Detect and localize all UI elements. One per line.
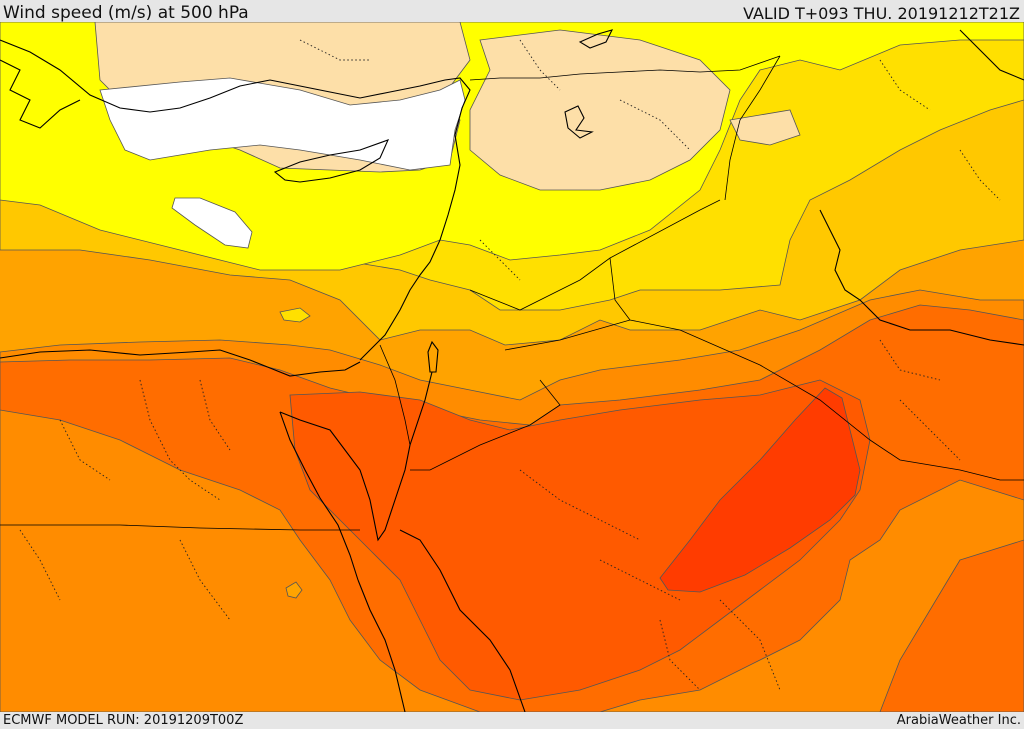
- band-white-small: [171, 197, 253, 249]
- coast-persian-gulf: [819, 209, 1024, 346]
- border-saudi-jordan-south: [410, 379, 561, 471]
- admin-boundaries: [19, 39, 1001, 691]
- map-title: Wind speed (m/s) at 500 hPa: [3, 3, 249, 23]
- wind-speed-map: [0, 22, 1024, 712]
- coast-caspian-lake: [564, 105, 594, 139]
- coast-egypt-north: [0, 349, 361, 377]
- band-orange-island: [285, 581, 303, 599]
- header-bar: Wind speed (m/s) at 500 hPa VALID T+093 …: [0, 0, 1024, 23]
- border-egypt-sudan: [0, 524, 360, 531]
- credit-label: ArabiaWeather Inc.: [896, 713, 1021, 728]
- coast-sinai: [279, 371, 433, 542]
- coast-cyprus: [273, 139, 390, 183]
- coast-levant: [359, 134, 461, 361]
- coast-red-sea-west: [357, 579, 406, 712]
- coast-iran-lake: [959, 29, 1024, 81]
- valid-time: VALID T+093 THU. 20191212T21Z: [743, 4, 1020, 23]
- coast-turkey: [0, 39, 471, 136]
- band-red-orange: [289, 379, 871, 701]
- border-jordan-iraq: [609, 257, 631, 321]
- model-run-label: ECMWF MODEL RUN: 20191209T00Z: [3, 713, 244, 728]
- coast-red-sea-east: [399, 529, 526, 712]
- band-gold-island: [279, 307, 311, 323]
- border-jordan-saudi: [504, 319, 1024, 481]
- coast-dead-sea: [427, 340, 439, 373]
- coast-aegean: [0, 59, 81, 129]
- band-orange-dark-se: [879, 539, 1024, 712]
- band-white: [99, 77, 466, 171]
- band-tan-ne: [729, 109, 801, 146]
- coast-gulf-suez: [279, 411, 359, 581]
- border-iraq-iran: [724, 55, 781, 201]
- band-red: [659, 387, 861, 593]
- footer-bar: ECMWF MODEL RUN: 20191209T00Z ArabiaWeat…: [0, 712, 1024, 729]
- border-egypt-israel: [379, 344, 411, 446]
- coast-lake-van: [578, 29, 614, 49]
- border-syria-iraq: [469, 199, 721, 311]
- border-turkey-syria: [469, 55, 781, 81]
